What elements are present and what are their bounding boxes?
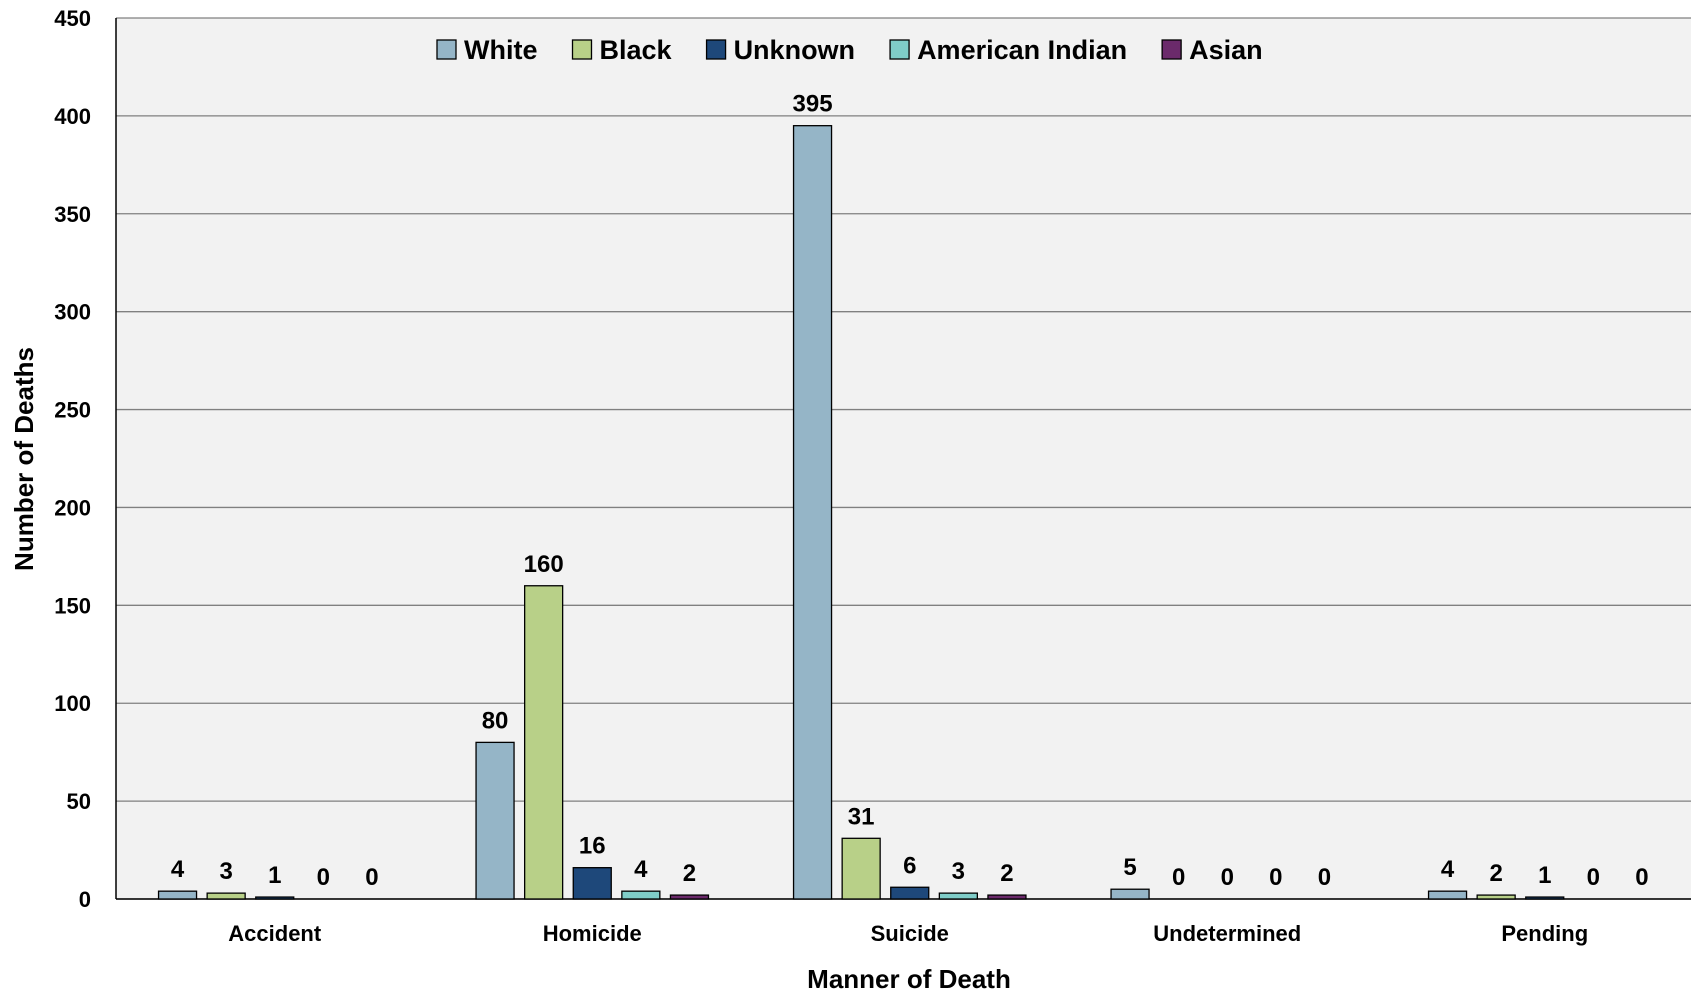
legend-swatch — [889, 39, 910, 60]
x-category-label: Pending — [1501, 921, 1588, 946]
bar — [938, 892, 978, 900]
legend-label: Unknown — [734, 35, 856, 65]
gridlines — [115, 17, 1691, 900]
y-tick-label: 400 — [54, 104, 91, 129]
data-label: 395 — [793, 91, 833, 118]
data-label: 1 — [268, 862, 281, 889]
bar — [890, 886, 930, 900]
y-tick-label: 100 — [54, 691, 91, 716]
legend-item: American Indian — [889, 35, 1127, 65]
y-axis-ticks: 0 50 100 150 200 250 300 350 400 450 — [54, 6, 91, 912]
legend-label: Black — [600, 35, 673, 65]
data-label: 0 — [1635, 864, 1648, 891]
y-tick-label: 350 — [54, 202, 91, 227]
bar — [987, 894, 1027, 900]
y-axis-title: Number of Deaths — [9, 347, 39, 571]
legend-swatch — [705, 39, 727, 60]
x-axis-title: Manner of Death — [807, 964, 1011, 992]
data-label: 31 — [848, 803, 875, 830]
legend-label: Asian — [1189, 35, 1263, 65]
bar — [572, 867, 612, 900]
legend: White Black Unknown American Indian Asian — [436, 35, 1263, 65]
y-tick-label: 450 — [54, 6, 91, 31]
data-label: 3 — [219, 858, 232, 885]
y-tick-label: 50 — [67, 789, 91, 814]
x-category-label: Undetermined — [1153, 921, 1301, 946]
legend-item: White — [436, 35, 538, 65]
bar — [1525, 896, 1565, 900]
bar — [1427, 890, 1468, 900]
data-label: 0 — [317, 864, 330, 891]
bar — [475, 741, 515, 900]
data-label: 0 — [1318, 864, 1331, 891]
y-tick-label: 300 — [54, 300, 91, 325]
y-tick-label: 250 — [54, 398, 91, 423]
y-tick-label: 200 — [54, 495, 91, 520]
data-label: 1 — [1538, 862, 1551, 889]
bar — [621, 890, 661, 900]
bar — [1110, 888, 1150, 900]
data-label: 0 — [1269, 864, 1282, 891]
legend-label: White — [464, 35, 538, 65]
data-label: 0 — [1221, 864, 1234, 891]
data-label: 4 — [634, 856, 648, 883]
y-tick-label: 150 — [54, 593, 91, 618]
legend-swatch — [571, 39, 593, 60]
x-axis-categories: Accident Homicide Suicide Undetermined Pendi… — [228, 921, 1588, 946]
data-label: 2 — [683, 860, 696, 887]
bar — [841, 837, 881, 900]
data-label: 0 — [1587, 864, 1600, 891]
data-label: 2 — [1489, 860, 1502, 887]
legend-label: American Indian — [917, 35, 1127, 65]
data-label: 6 — [903, 852, 916, 879]
bar — [524, 585, 564, 900]
legend-item: Black — [571, 35, 673, 65]
legend-item: Asian — [1161, 35, 1263, 65]
bar — [792, 125, 833, 900]
x-category-label: Homicide — [543, 921, 642, 946]
legend-item: Unknown — [705, 35, 856, 65]
data-label: 0 — [1172, 864, 1185, 891]
x-category-label: Suicide — [871, 921, 949, 946]
data-label: 4 — [1441, 856, 1455, 883]
data-label: 5 — [1123, 854, 1136, 881]
bar — [157, 890, 198, 900]
data-label: 4 — [171, 856, 185, 883]
bars — [157, 125, 1565, 900]
data-label: 80 — [482, 707, 509, 734]
plot-background — [116, 18, 1691, 899]
bar — [1476, 894, 1516, 900]
bar — [669, 894, 710, 900]
bar — [206, 892, 246, 900]
data-label: 16 — [579, 833, 606, 860]
legend-swatch — [436, 39, 457, 60]
data-label: 2 — [1000, 860, 1013, 887]
data-label: 3 — [952, 858, 965, 885]
legend-swatch — [1161, 39, 1182, 60]
data-label: 160 — [524, 551, 564, 578]
data-label: 0 — [365, 864, 378, 891]
x-category-label: Accident — [228, 921, 322, 946]
bar — [255, 896, 295, 900]
y-tick-label: 0 — [79, 887, 91, 912]
